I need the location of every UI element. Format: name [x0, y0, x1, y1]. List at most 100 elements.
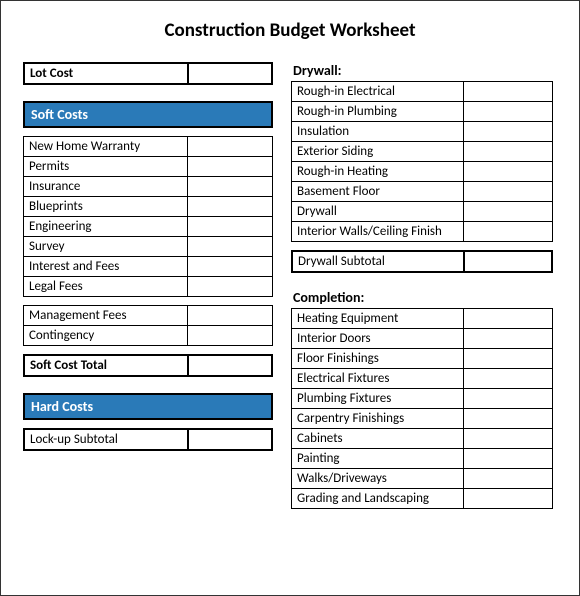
item-value[interactable] [188, 197, 273, 217]
item-value[interactable] [464, 389, 553, 409]
table-row: Legal Fees [24, 277, 273, 297]
table-row: Interest and Fees [24, 257, 273, 277]
item-value[interactable] [188, 137, 273, 157]
lockup-subtotal-label: Lock-up Subtotal [24, 429, 188, 450]
item-value[interactable] [464, 82, 553, 102]
table-row: Management Fees [24, 306, 273, 326]
item-value[interactable] [464, 102, 553, 122]
lot-cost-label: Lot Cost [24, 63, 188, 84]
item-label: Survey [24, 237, 188, 257]
item-label: Interior Walls/Ceiling Finish [292, 222, 464, 242]
item-label: Basement Floor [292, 182, 464, 202]
soft-cost-total-label: Soft Cost Total [24, 355, 188, 376]
lot-cost-value[interactable] [188, 63, 272, 84]
item-value[interactable] [188, 237, 273, 257]
lockup-subtotal-value[interactable] [188, 429, 272, 450]
item-value[interactable] [464, 469, 553, 489]
drywall-body: Rough-in Electrical Rough-in Plumbing In… [292, 82, 553, 242]
table-row: Exterior Siding [292, 142, 553, 162]
drywall-table: Rough-in Electrical Rough-in Plumbing In… [291, 81, 553, 242]
soft-costs-table: New Home Warranty Permits Insurance Blue… [23, 136, 273, 297]
left-column: Lot Cost Soft Costs New Home Warranty Pe… [23, 62, 273, 517]
item-value[interactable] [464, 369, 553, 389]
item-value[interactable] [464, 309, 553, 329]
item-label: Floor Finishings [292, 349, 464, 369]
table-row: Drywall Subtotal [292, 251, 552, 272]
table-row: Interior Doors [292, 329, 553, 349]
item-label: Walks/Driveways [292, 469, 464, 489]
item-label: Plumbing Fixtures [292, 389, 464, 409]
hard-costs-header: Hard Costs [23, 393, 273, 420]
item-label: Rough-in Plumbing [292, 102, 464, 122]
table-row: Rough-in Electrical [292, 82, 553, 102]
soft-cost-total-table: Soft Cost Total [23, 354, 273, 377]
item-label: Insurance [24, 177, 188, 197]
item-value[interactable] [188, 157, 273, 177]
item-label: Carpentry Finishings [292, 409, 464, 429]
item-value[interactable] [464, 429, 553, 449]
table-row: Blueprints [24, 197, 273, 217]
item-label: Permits [24, 157, 188, 177]
table-row: Electrical Fixtures [292, 369, 553, 389]
table-row: Carpentry Finishings [292, 409, 553, 429]
table-row: Basement Floor [292, 182, 553, 202]
item-label: Interest and Fees [24, 257, 188, 277]
item-label: Engineering [24, 217, 188, 237]
table-row: Permits [24, 157, 273, 177]
item-value[interactable] [188, 326, 273, 346]
table-row: Plumbing Fixtures [292, 389, 553, 409]
item-value[interactable] [464, 489, 553, 509]
table-row: Painting [292, 449, 553, 469]
table-row: Floor Finishings [292, 349, 553, 369]
item-value[interactable] [188, 177, 273, 197]
completion-header: Completion: [293, 289, 553, 306]
drywall-header: Drywall: [293, 62, 553, 79]
item-value[interactable] [464, 202, 553, 222]
item-label: Heating Equipment [292, 309, 464, 329]
page-title: Construction Budget Worksheet [23, 19, 557, 42]
item-value[interactable] [464, 409, 553, 429]
table-row: Survey [24, 237, 273, 257]
table-row: Cabinets [292, 429, 553, 449]
item-label: Grading and Landscaping [292, 489, 464, 509]
item-label: New Home Warranty [24, 137, 188, 157]
item-value[interactable] [464, 222, 553, 242]
item-label: Management Fees [24, 306, 188, 326]
table-row: Rough-in Plumbing [292, 102, 553, 122]
item-label: Interior Doors [292, 329, 464, 349]
soft-cost-total-value[interactable] [188, 355, 272, 376]
item-value[interactable] [464, 329, 553, 349]
item-value[interactable] [464, 162, 553, 182]
table-row: Soft Cost Total [24, 355, 272, 376]
table-row: Insulation [292, 122, 553, 142]
completion-body: Heating Equipment Interior Doors Floor F… [292, 309, 553, 509]
item-value[interactable] [464, 449, 553, 469]
item-label: Cabinets [292, 429, 464, 449]
table-row: Heating Equipment [292, 309, 553, 329]
drywall-subtotal-value[interactable] [464, 251, 552, 272]
item-value[interactable] [188, 277, 273, 297]
item-value[interactable] [464, 122, 553, 142]
item-value[interactable] [188, 217, 273, 237]
table-row: Drywall [292, 202, 553, 222]
item-value[interactable] [464, 182, 553, 202]
item-label: Insulation [292, 122, 464, 142]
item-value[interactable] [188, 306, 273, 326]
item-value[interactable] [464, 349, 553, 369]
drywall-subtotal-label: Drywall Subtotal [292, 251, 464, 272]
table-row: Rough-in Heating [292, 162, 553, 182]
table-row: Walks/Driveways [292, 469, 553, 489]
item-label: Rough-in Electrical [292, 82, 464, 102]
soft-costs-extra-table: Management Fees Contingency [23, 305, 273, 346]
table-row: Lock-up Subtotal [24, 429, 272, 450]
item-value[interactable] [464, 142, 553, 162]
drywall-subtotal-table: Drywall Subtotal [291, 250, 553, 273]
table-row: Engineering [24, 217, 273, 237]
item-label: Exterior Siding [292, 142, 464, 162]
item-label: Legal Fees [24, 277, 188, 297]
item-label: Contingency [24, 326, 188, 346]
item-value[interactable] [188, 257, 273, 277]
lot-cost-table: Lot Cost [23, 62, 273, 85]
item-label: Drywall [292, 202, 464, 222]
item-label: Painting [292, 449, 464, 469]
